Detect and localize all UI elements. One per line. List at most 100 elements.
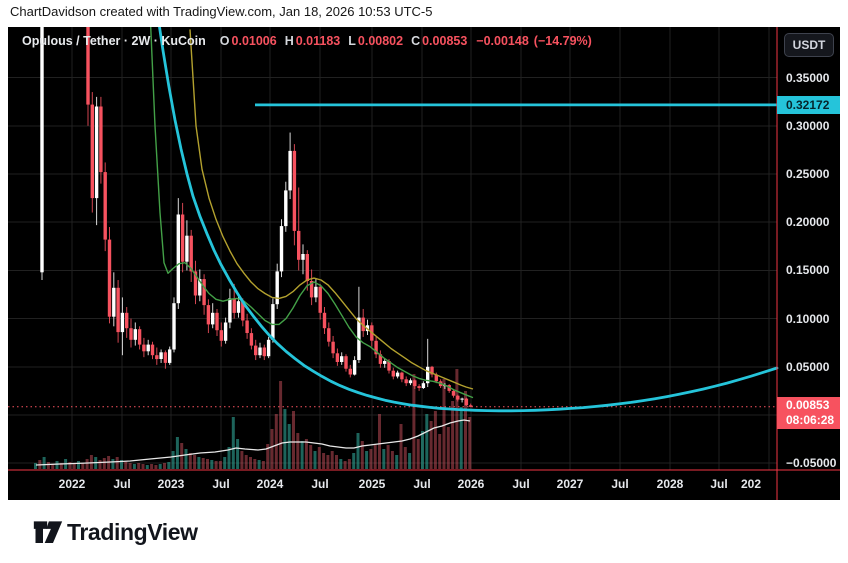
- candle-body: [456, 395, 460, 400]
- time-axis-label: Jul: [113, 477, 131, 491]
- candle-body: [180, 214, 185, 262]
- bar-countdown: 08:06:28: [786, 412, 835, 427]
- candle-body: [352, 360, 357, 375]
- candle-body: [185, 235, 189, 262]
- time-scale[interactable]: 2022 Jul 2023 Jul 2024 Jul 2025 Jul 2026 Jul 2027 J…: [8, 471, 840, 500]
- volume-bar: [339, 459, 343, 469]
- volume-bar: [77, 461, 80, 469]
- chart-plot[interactable]: [8, 27, 840, 500]
- volume-bar: [132, 464, 136, 469]
- volume-bar: [399, 424, 403, 469]
- volume-bar: [442, 379, 446, 469]
- candle-body: [318, 286, 322, 313]
- candle-body: [90, 104, 94, 199]
- candle-body: [469, 405, 473, 407]
- last-price-value: 0.00853: [786, 397, 830, 412]
- volume-bar: [283, 409, 287, 469]
- candle-body: [387, 361, 391, 371]
- candle-body: [417, 386, 421, 388]
- candle-body: [202, 279, 206, 306]
- candle-body: [266, 339, 271, 357]
- volume-bar: [163, 463, 166, 469]
- time-axis-label: 2024: [256, 477, 284, 491]
- volume-bar: [292, 411, 295, 469]
- price-axis-label: 0.15000: [786, 263, 830, 278]
- time-axis-label: 2025: [358, 477, 386, 491]
- volume-bar: [451, 401, 455, 469]
- candle-body: [163, 352, 168, 363]
- price-axis-label: 0.10000: [786, 311, 830, 326]
- candle-body: [305, 254, 309, 281]
- currency-unit-button[interactable]: USDT: [784, 33, 834, 57]
- tradingview-logo-icon[interactable]: [33, 520, 63, 546]
- candle-body: [107, 239, 112, 317]
- volume-bar: [261, 461, 265, 469]
- candle-body: [374, 340, 378, 355]
- volume-bar: [356, 433, 360, 469]
- time-axis-label: 2028: [656, 477, 684, 491]
- candle-body: [193, 271, 198, 296]
- volume-bar: [68, 462, 72, 469]
- candle-body: [383, 361, 387, 364]
- volume-bar: [386, 445, 390, 469]
- candle-body: [344, 356, 348, 369]
- candle-body: [99, 106, 103, 173]
- volume-bar: [468, 417, 472, 469]
- price-axis-label: −0.05000: [786, 456, 837, 471]
- volume-bar: [296, 433, 300, 469]
- volume-bar: [330, 451, 334, 469]
- candle-body: [159, 352, 163, 359]
- volume-bar: [249, 457, 252, 469]
- candle-body: [189, 235, 193, 272]
- volume-bar: [455, 369, 459, 469]
- candle-body: [348, 368, 352, 375]
- candle-body: [223, 322, 228, 341]
- volume-bar: [227, 447, 231, 469]
- candle-body: [391, 370, 395, 377]
- volume-bar: [102, 458, 106, 469]
- candle-body: [430, 366, 434, 375]
- volume-bar: [365, 451, 369, 469]
- volume-bar: [218, 461, 222, 469]
- volume-bar: [210, 460, 214, 469]
- candle-body: [434, 374, 438, 382]
- price-axis-label: 0.30000: [786, 118, 830, 133]
- volume-bar: [279, 381, 283, 469]
- volume-bar: [214, 461, 218, 469]
- time-axis-label: 2023: [157, 477, 185, 491]
- candle-body: [206, 305, 211, 325]
- candle-body: [219, 330, 223, 341]
- candle-body: [241, 301, 245, 321]
- volume-bar: [34, 463, 37, 469]
- candle-body: [86, 27, 90, 105]
- candle-body: [408, 380, 413, 384]
- candle-body: [297, 230, 301, 260]
- volume-bar: [429, 421, 433, 469]
- volume-bar: [42, 457, 46, 469]
- candle-body: [361, 317, 365, 332]
- tradingview-wordmark[interactable]: TradingView: [67, 519, 198, 545]
- volume-bar: [373, 445, 377, 469]
- volume-bar: [46, 462, 50, 469]
- volume-bar: [395, 455, 399, 469]
- volume-bar: [193, 455, 197, 469]
- time-axis-label: Jul: [413, 477, 431, 491]
- volume-bar: [81, 463, 85, 469]
- volume-bar: [115, 457, 119, 469]
- volume-bar: [352, 453, 356, 469]
- time-axis-label: Jul: [212, 477, 230, 491]
- volume-bar: [201, 458, 205, 469]
- candle-body: [413, 380, 417, 387]
- ma-green-line: [150, 27, 474, 399]
- volume-bar: [253, 459, 257, 469]
- volume-bar: [137, 463, 141, 469]
- price-scale[interactable]: USDT 0.35000 0.30000 0.25000 0.20000 0.15000…: [777, 27, 840, 500]
- candle-body: [198, 279, 202, 296]
- candle-body: [340, 356, 344, 362]
- price-axis-label: 0.05000: [786, 359, 830, 374]
- price-axis-label: 0.35000: [786, 70, 830, 85]
- candle-body: [378, 354, 383, 364]
- volume-bar: [309, 445, 313, 469]
- volume-bar: [459, 407, 463, 469]
